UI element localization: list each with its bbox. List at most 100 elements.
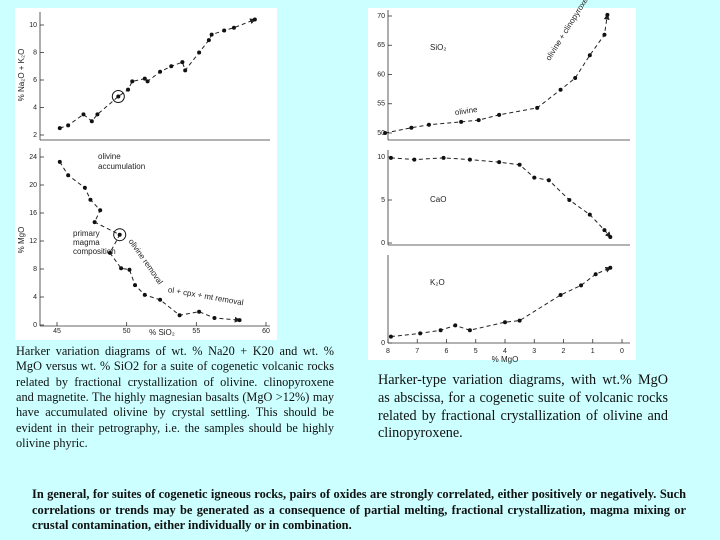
data-point [467,328,472,333]
data-point [497,112,502,117]
x-tick-label: 6 [445,348,449,355]
data-point [418,331,423,336]
data-point [412,157,417,162]
data-point [579,283,584,288]
y-tick-label: 65 [377,42,385,49]
annotation: primary [73,229,100,238]
y-tick-label: 0 [33,322,37,329]
data-point [57,126,62,131]
data-point [535,105,540,110]
annotation: K₂O [430,278,445,287]
y-tick-label: 12 [29,238,37,245]
y-tick-label: 50 [377,130,385,137]
data-point [517,162,522,167]
trend-arrow [59,161,241,323]
left-figure-bg [15,8,277,340]
data-point [212,316,217,320]
data-point [573,76,578,81]
data-point [453,323,458,328]
data-point [82,185,87,190]
data-point [107,250,112,255]
annotation: olivine [454,105,478,117]
x-tick-label: 3 [532,348,536,355]
data-point [608,265,613,270]
x-tick-label: 8 [386,348,390,355]
data-point [158,69,163,74]
data-point [169,64,174,69]
data-point [438,328,443,333]
data-point [145,79,150,84]
annotation: SiO₂ [430,43,446,52]
data-point [567,198,572,202]
data-point [177,313,182,318]
y-axis-label: % MgO [17,227,26,254]
x-tick-label: 7 [415,348,419,355]
y-tick-label: 0 [381,240,385,247]
y-tick-label: 0 [381,340,385,347]
data-point [222,28,227,33]
data-point [95,112,100,117]
data-point [532,175,537,180]
x-tick-label: 55 [192,328,200,335]
data-point [130,79,135,84]
data-point [98,208,103,213]
annotation: accumulation [98,162,145,171]
data-point [252,17,257,22]
x-tick-label: 4 [503,348,507,355]
data-point [605,12,610,17]
y-tick-label: 2 [33,132,37,139]
data-point [158,297,163,302]
data-point [426,122,431,127]
x-axis-label: % SiO₂ [149,328,175,337]
y-tick-label: 5 [381,197,385,204]
x-tick-label: 50 [123,328,131,335]
data-point [608,234,613,239]
data-point [388,334,393,339]
annotation: magma [73,238,100,247]
data-point [503,320,507,325]
data-point [142,76,147,81]
y-tick-label: 4 [33,294,37,301]
data-point [476,118,481,123]
data-point [126,87,131,92]
x-tick-label: 45 [53,328,61,335]
y-tick-label: 8 [33,49,37,56]
y-tick-label: 6 [33,77,37,84]
data-point [197,309,202,314]
x-tick-label: 5 [474,348,478,355]
data-point [441,155,446,160]
data-point [209,32,214,37]
data-point [127,267,132,272]
data-point [517,318,522,323]
data-point [558,293,563,297]
y-tick-label: 20 [29,182,37,189]
data-point [497,160,502,165]
y-tick-label: 10 [377,154,385,161]
annotation: CaO [430,195,446,204]
data-point [231,25,236,30]
annotation: olivine [98,152,121,161]
data-point [409,125,414,130]
data-point [133,283,138,288]
y-tick-label: 16 [29,210,37,217]
data-point [183,68,188,73]
data-point [467,157,472,162]
bottom-paragraph: In general, for suites of cogenetic igne… [32,487,686,532]
data-point [388,155,393,160]
x-axis-label: % MgO [492,355,519,364]
y-tick-label: 4 [33,104,37,111]
y-tick-label: 10 [29,22,37,29]
y-tick-label: 70 [377,13,385,20]
data-point [116,94,121,99]
x-tick-label: 2 [562,348,566,355]
x-tick-label: 0 [620,348,624,355]
right-caption: Harker-type variation diagrams, with wt.… [378,372,668,442]
right-figure-bg [368,8,636,360]
circled-point [113,228,127,242]
y-tick-label: 55 [377,101,385,108]
data-point [142,292,147,297]
data-point [119,266,124,271]
data-point [89,119,94,124]
data-point [206,38,211,43]
